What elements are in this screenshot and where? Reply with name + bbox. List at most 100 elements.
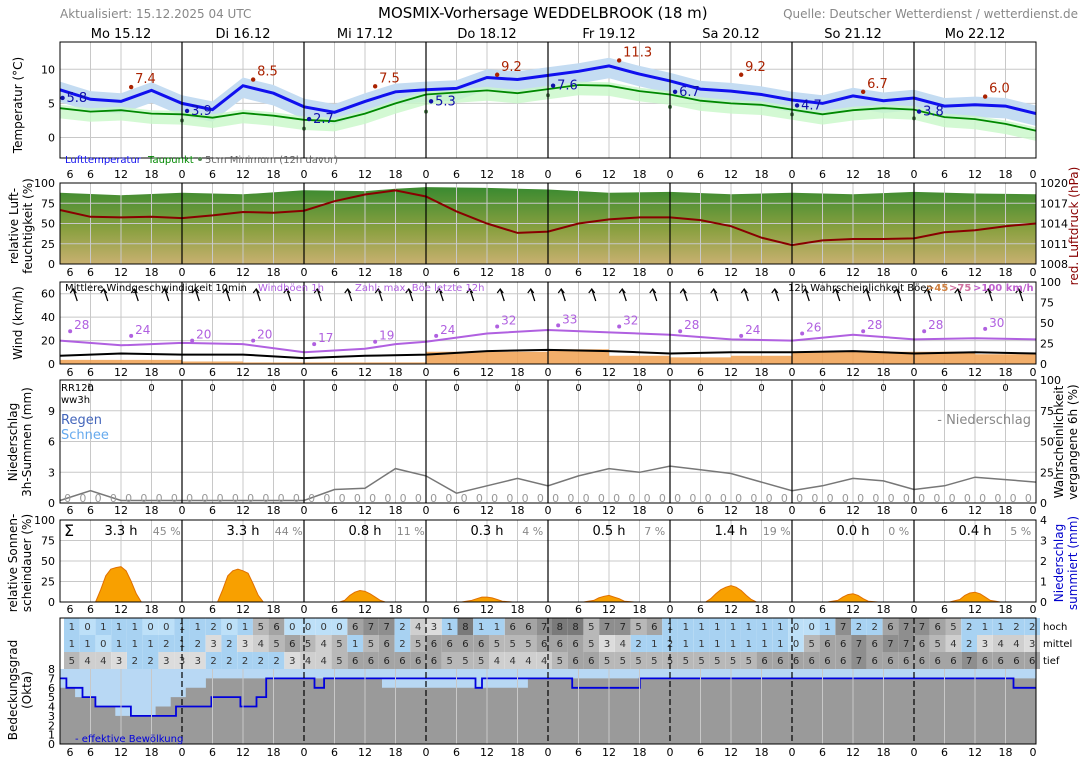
cloud-cell-tief — [740, 652, 757, 669]
cloud-cell-tief — [284, 652, 301, 669]
temp-hour-tick: 18 — [755, 168, 769, 181]
cloud-value-tief: 5 — [746, 656, 752, 667]
cloud-hour-tick: 0 — [911, 746, 918, 759]
cloud-cell-mittel — [252, 635, 269, 652]
cloud-cell-tief — [615, 652, 631, 669]
precip-hour-tick: 12 — [480, 504, 494, 517]
cloud-value-mittel: 6 — [462, 639, 468, 650]
rr3h-value: 0 — [964, 492, 971, 505]
temp-hour-tick: 0 — [545, 168, 552, 181]
temp-min-point — [794, 103, 800, 108]
wind-arrow-head — [740, 288, 748, 294]
sun-hour-tick: 6 — [697, 603, 704, 616]
cloud-cell-tief — [142, 652, 159, 669]
cloud-value-tief: 4 — [305, 656, 311, 667]
precip-hour-tick: 0 — [179, 504, 186, 517]
cloud-value-hoch: 7 — [384, 622, 390, 633]
cloud-value-mittel: 2 — [966, 639, 972, 650]
cloud-cell-mittel — [331, 635, 348, 652]
cloud-cell-mittel — [740, 635, 757, 652]
rr3h-value: 0 — [64, 492, 71, 505]
cloud-value-tief: 3 — [116, 656, 122, 667]
cloud-cell-mittel — [693, 635, 710, 652]
wind-hour-tick: 18 — [877, 366, 891, 379]
gust-max-label: 24 — [135, 323, 150, 337]
pressure-ytick: 1008 — [1040, 258, 1068, 271]
rr12h-value: 0 — [819, 383, 825, 394]
precip-hour-tick: 6 — [331, 504, 338, 517]
cloud-cell-tief — [315, 652, 332, 669]
cloud-cell-tief — [378, 652, 395, 669]
rr3h-value: 0 — [918, 492, 925, 505]
temp-hour-tick: 12 — [724, 168, 738, 181]
precip-hour-tick: 12 — [236, 504, 250, 517]
gust-max-point — [617, 324, 622, 329]
rr3h-value: 0 — [766, 492, 773, 505]
gust-max-point — [434, 333, 439, 338]
precip-hour-tick: 0 — [789, 504, 796, 517]
gust-max-point — [251, 338, 256, 343]
cloud-value-tief: 6 — [588, 656, 594, 667]
hum-ytick: 100 — [34, 177, 55, 190]
temp-max-label: 7.4 — [135, 72, 156, 87]
rr3h-value: 0 — [888, 492, 895, 505]
cloud-cell-tief — [205, 652, 222, 669]
temp-max-label: 6.0 — [989, 82, 1010, 97]
wind-hour-tick: 0 — [545, 366, 552, 379]
cloud-ytick: 4 — [48, 701, 55, 714]
wind-hour-tick: 6 — [453, 366, 460, 379]
cloud-cell-tief — [756, 652, 773, 669]
temp-max-label: 8.5 — [257, 65, 278, 80]
sun-hour-tick: 6 — [819, 603, 826, 616]
sun-hour-tick: 6 — [67, 603, 74, 616]
wind-arrow — [560, 288, 566, 302]
cloud-cell-mittel — [630, 635, 647, 652]
wind-hour-tick: 6 — [87, 366, 94, 379]
precip-hour-tick: 6 — [941, 504, 948, 517]
rr12h-value: 0 — [575, 383, 581, 394]
precip-prob-ytick: 25 — [1040, 466, 1054, 479]
rr3h-value: 0 — [308, 492, 315, 505]
cloud-value-mittel: 7 — [903, 639, 909, 650]
cloud-cell-hoch — [630, 618, 647, 635]
sun-day-hours: 0.8 h — [348, 524, 381, 539]
cloud-value-tief: 6 — [572, 656, 578, 667]
cloud-value-hoch: 5 — [635, 622, 641, 633]
cloud-cell-tief — [803, 652, 820, 669]
cloud-cell-tief — [882, 652, 899, 669]
rr12h-value: 0 — [1002, 383, 1008, 394]
day-label: Di 16.12 — [216, 27, 271, 42]
cloud-cell-hoch — [79, 618, 96, 635]
cloud-value-mittel: 3 — [982, 639, 988, 650]
cloud-cell-tief — [520, 652, 537, 669]
cloud-ytick: 5 — [48, 691, 55, 704]
sun-hour-tick: 12 — [602, 603, 616, 616]
wind-prob-ytick: 75 — [1040, 297, 1054, 310]
rr12h-value: 0 — [148, 383, 154, 394]
temp-max-point — [982, 94, 988, 99]
temp-hour-tick: 0 — [423, 168, 430, 181]
cloud-value-tief: 4 — [84, 656, 90, 667]
precip-ytick: 6 — [48, 436, 55, 449]
hum-hour-tick: 18 — [511, 266, 525, 279]
cloud-value-hoch: 6 — [509, 622, 515, 633]
cloud-cell-hoch — [772, 618, 789, 635]
cloud-value-mittel: 6 — [919, 639, 925, 650]
hum-hour-tick: 6 — [87, 266, 94, 279]
hum-hour-tick: 12 — [480, 266, 494, 279]
cloud-cell-tief — [331, 652, 348, 669]
temp-hour-tick: 6 — [819, 168, 826, 181]
cloud-cell-mittel — [662, 635, 678, 652]
cloud-cell-hoch — [158, 618, 175, 635]
cloud-value-hoch: 7 — [903, 622, 909, 633]
cloud-value-hoch: 0 — [793, 622, 799, 633]
temp-max-label: 11.3 — [623, 45, 652, 60]
cloud-value-tief: 3 — [195, 656, 201, 667]
cloud-value-hoch: 6 — [273, 622, 279, 633]
cloud-value-hoch: 5 — [588, 622, 594, 633]
wind-arrow-head — [679, 288, 687, 294]
cloud-value-hoch: 1 — [132, 622, 138, 633]
sunshine-area — [949, 591, 1001, 603]
sun-day-hours: 1.4 h — [714, 524, 747, 539]
cloud-ytick: 0 — [48, 738, 55, 751]
